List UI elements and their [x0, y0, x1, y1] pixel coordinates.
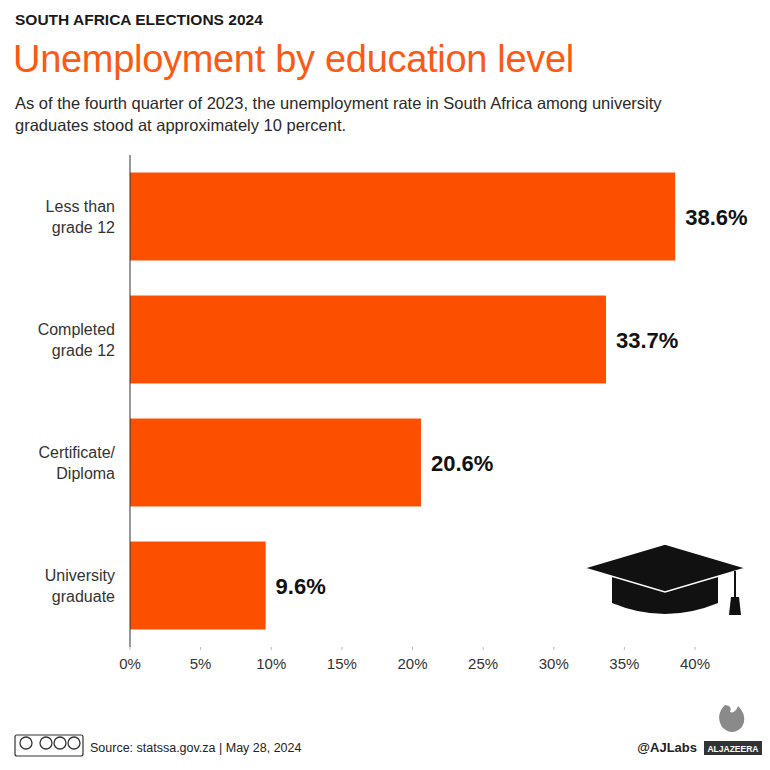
category-label-line: University [45, 567, 115, 584]
title: Unemployment by education level [13, 38, 574, 81]
category-label-line: grade 12 [52, 342, 115, 359]
data-label: 33.7% [616, 328, 678, 353]
cc-circle [40, 737, 52, 749]
subtitle: As of the fourth quarter of 2023, the un… [15, 92, 705, 136]
brand: ALJAZEERA [707, 744, 758, 754]
tick-mark [624, 647, 625, 650]
data-label: 20.6% [431, 451, 493, 476]
axis-line [130, 155, 131, 647]
category-label-line: Certificate/ [39, 444, 116, 461]
tick-mark [130, 647, 131, 650]
category-label-line: Diploma [56, 465, 115, 482]
tick-label: 40% [680, 655, 710, 672]
bar [130, 296, 606, 384]
tick-mark [200, 647, 201, 650]
category-label: Completed grade 12 [38, 321, 115, 359]
brand-logo [704, 705, 762, 755]
tick-mark [412, 647, 413, 650]
tick-label: 30% [539, 655, 569, 672]
cc-circle [20, 737, 32, 749]
logo-box [704, 741, 762, 755]
category-label-line: grade 12 [52, 219, 115, 236]
cap-cord [734, 571, 736, 598]
kicker: SOUTH AFRICA ELECTIONS 2024 [15, 11, 263, 29]
cap-tassel [729, 597, 741, 615]
bars [130, 173, 675, 630]
cc-icon [15, 735, 83, 756]
cc-frame [15, 735, 83, 756]
bar [130, 419, 421, 507]
tick-label: 0% [119, 655, 141, 672]
cc-circle [54, 737, 66, 749]
tick-mark [483, 647, 484, 650]
category-label: Certificate/Diploma [39, 444, 116, 482]
bar [130, 542, 266, 630]
source: Source: statssa.gov.za | May 28, 2024 [90, 741, 302, 755]
tick-label: 10% [256, 655, 286, 672]
tick-mark [271, 647, 272, 650]
category-label-line: Completed [38, 321, 115, 338]
category-label-line: Less than [46, 198, 115, 215]
tick-mark [341, 647, 342, 650]
credit: @AJLabs [637, 740, 697, 755]
data-label: 38.6% [685, 205, 747, 230]
tick-label: 5% [190, 655, 212, 672]
category-label: University graduate [45, 567, 115, 605]
tick-label: 15% [327, 655, 357, 672]
tick-label: 35% [609, 655, 639, 672]
category-label: Less than grade 12 [46, 198, 115, 236]
tick-mark [553, 647, 554, 650]
bar [130, 173, 675, 261]
category-label-line: graduate [52, 588, 115, 605]
tick-label: 20% [397, 655, 427, 672]
grad-cap-icon [584, 544, 746, 615]
chart: Less than grade 12 Completed grade 12 Certif… [0, 0, 770, 770]
logo-mark [719, 705, 744, 732]
tick-mark [695, 647, 696, 650]
cc-circle [68, 737, 80, 749]
tick-label: 25% [468, 655, 498, 672]
data-label: 9.6% [276, 574, 326, 599]
cap-board [584, 544, 746, 592]
